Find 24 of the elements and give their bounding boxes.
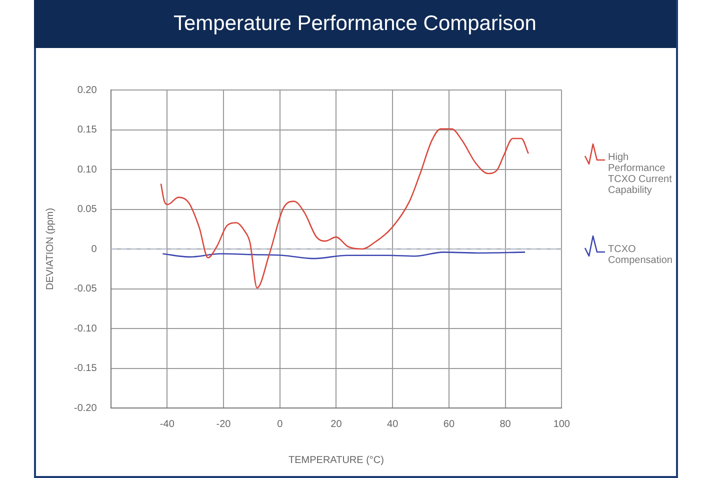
y-tick-label: 0.05 (77, 204, 98, 215)
y-tick-label: 0.15 (77, 124, 98, 136)
y-tick-label: -0.20 (74, 402, 98, 414)
x-tick-label: -20 (216, 418, 232, 430)
chart-title: Temperature Performance Comparison (34, 0, 676, 48)
x-tick-label: 100 (553, 418, 570, 430)
y-tick-label: 0.10 (77, 164, 98, 176)
x-tick-label: 40 (387, 418, 399, 430)
y-tick-label: -0.05 (74, 284, 98, 294)
y-tick-label: 0.20 (77, 84, 98, 96)
x-tick-label: 20 (330, 418, 342, 430)
y-tick-label: 0 (91, 244, 98, 255)
x-tick-label: 0 (277, 418, 284, 430)
x-axis-title: TEMPERATURE (°C) (288, 454, 384, 466)
line-series (160, 128, 530, 289)
legend-label: TCXO Compensation (608, 243, 672, 266)
y-tick-label: -0.15 (74, 363, 98, 374)
x-tick-label: -40 (160, 418, 175, 430)
x-tick-label: 80 (500, 418, 512, 430)
y-axis-title: DEVIATION (ppm) (44, 208, 56, 290)
legend-label: High Performance TCXO Current Capability (608, 151, 672, 196)
line-series (162, 252, 526, 260)
y-tick-label: -0.10 (74, 323, 98, 334)
x-tick-label: 60 (443, 418, 455, 430)
